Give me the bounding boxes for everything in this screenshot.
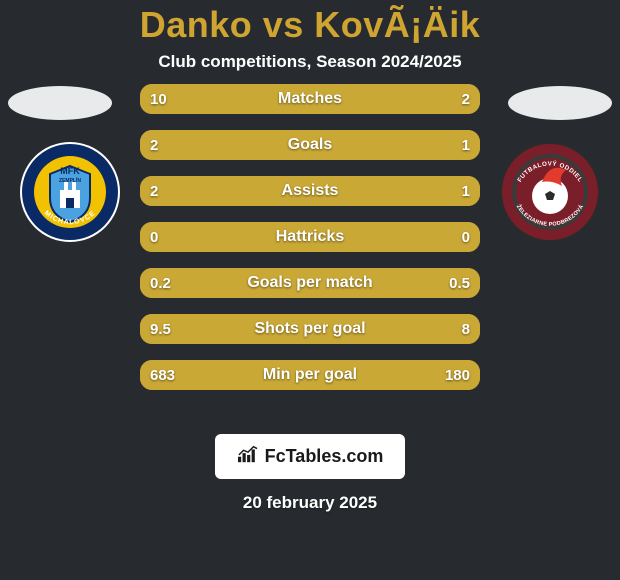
footer-date: 20 february 2025 [243,493,377,513]
stat-value-right: 1 [452,130,480,160]
stat-bar: 21Assists [140,176,480,206]
stat-value-right: 180 [435,360,480,390]
stat-value-left: 10 [140,84,177,114]
stat-bar: 00Hattricks [140,222,480,252]
page-title: Danko vs KovÃ¡Äik [140,4,481,46]
stat-bar-fill-left [140,84,423,114]
stat-bar: 21Goals [140,130,480,160]
stat-value-right: 1 [452,176,480,206]
svg-text:MFK: MFK [60,166,80,176]
club-badge-left: MFK ZEMPLÍN MICHALOVCE [20,142,120,242]
brand-chart-icon [237,444,259,469]
stat-bar-fill-left [140,176,367,206]
stat-bar-fill-left [140,130,367,160]
stat-bars: 102Matches21Goals21Assists00Hattricks0.2… [140,84,480,390]
stat-value-left: 0 [140,222,168,252]
stat-value-right: 0.5 [439,268,480,298]
player-left-ellipse [8,86,112,120]
page-subtitle: Club competitions, Season 2024/2025 [158,52,461,72]
club-badge-right-icon: FUTBALOVÝ ODDIEL ŽELEZIARNE PODBREZOVÁ [500,142,600,242]
stat-value-left: 9.5 [140,314,181,344]
club-badge-right: FUTBALOVÝ ODDIEL ŽELEZIARNE PODBREZOVÁ [500,142,600,242]
club-badge-left-icon: MFK ZEMPLÍN MICHALOVCE [20,142,120,242]
stat-bar: 683180Min per goal [140,360,480,390]
stat-value-left: 683 [140,360,185,390]
infographic-container: Danko vs KovÃ¡Äik Club competitions, Sea… [0,0,620,580]
svg-text:ZEMPLÍN: ZEMPLÍN [59,176,81,184]
stat-value-left: 0.2 [140,268,181,298]
stat-bar: 9.58Shots per goal [140,314,480,344]
brand-box: FcTables.com [215,434,406,479]
comparison-chart: MFK ZEMPLÍN MICHALOVCE [0,92,620,412]
player-right-ellipse [508,86,612,120]
brand-label: FcTables.com [265,446,384,467]
stat-bar: 0.20.5Goals per match [140,268,480,298]
stat-bar: 102Matches [140,84,480,114]
stat-value-left: 2 [140,176,168,206]
stat-value-left: 2 [140,130,168,160]
stat-value-right: 2 [452,84,480,114]
stat-value-right: 0 [452,222,480,252]
stat-value-right: 8 [452,314,480,344]
